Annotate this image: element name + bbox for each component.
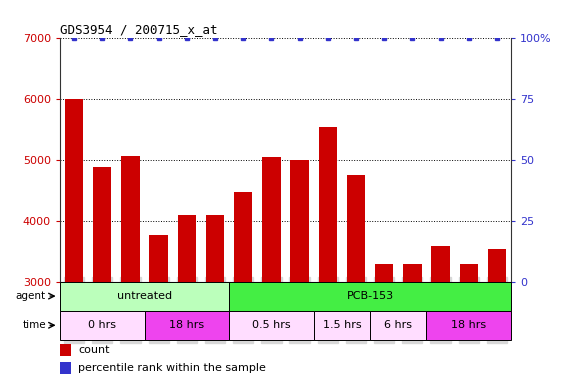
- Bar: [313, 311, 370, 340]
- Text: 1.5 hrs: 1.5 hrs: [323, 320, 361, 330]
- Bar: [229, 311, 313, 340]
- Text: count: count: [78, 345, 110, 355]
- Text: time: time: [22, 320, 46, 330]
- Text: agent: agent: [16, 291, 46, 301]
- Bar: [60, 311, 144, 340]
- Bar: [150, 235, 168, 281]
- Bar: [121, 156, 139, 281]
- Bar: [144, 311, 229, 340]
- Bar: [488, 249, 506, 281]
- Bar: [178, 215, 196, 281]
- Text: 0.5 hrs: 0.5 hrs: [252, 320, 291, 330]
- Bar: [262, 157, 280, 281]
- Text: PCB-153: PCB-153: [347, 291, 393, 301]
- Bar: [370, 311, 427, 340]
- Bar: [427, 311, 511, 340]
- Bar: [319, 127, 337, 281]
- Bar: [60, 281, 229, 311]
- Bar: [60, 362, 71, 374]
- Bar: [60, 344, 71, 356]
- Bar: [403, 265, 421, 281]
- Bar: [234, 192, 252, 281]
- Text: percentile rank within the sample: percentile rank within the sample: [78, 363, 266, 373]
- Text: 18 hrs: 18 hrs: [451, 320, 486, 330]
- Bar: [375, 264, 393, 281]
- Text: 18 hrs: 18 hrs: [169, 320, 204, 330]
- Bar: [229, 281, 511, 311]
- Bar: [347, 175, 365, 281]
- Text: 0 hrs: 0 hrs: [89, 320, 116, 330]
- Text: untreated: untreated: [117, 291, 172, 301]
- Bar: [432, 246, 450, 281]
- Bar: [93, 167, 111, 281]
- Text: GDS3954 / 200715_x_at: GDS3954 / 200715_x_at: [60, 23, 218, 36]
- Bar: [206, 215, 224, 281]
- Text: 6 hrs: 6 hrs: [384, 320, 412, 330]
- Bar: [291, 160, 309, 281]
- Bar: [460, 264, 478, 281]
- Bar: [65, 99, 83, 281]
